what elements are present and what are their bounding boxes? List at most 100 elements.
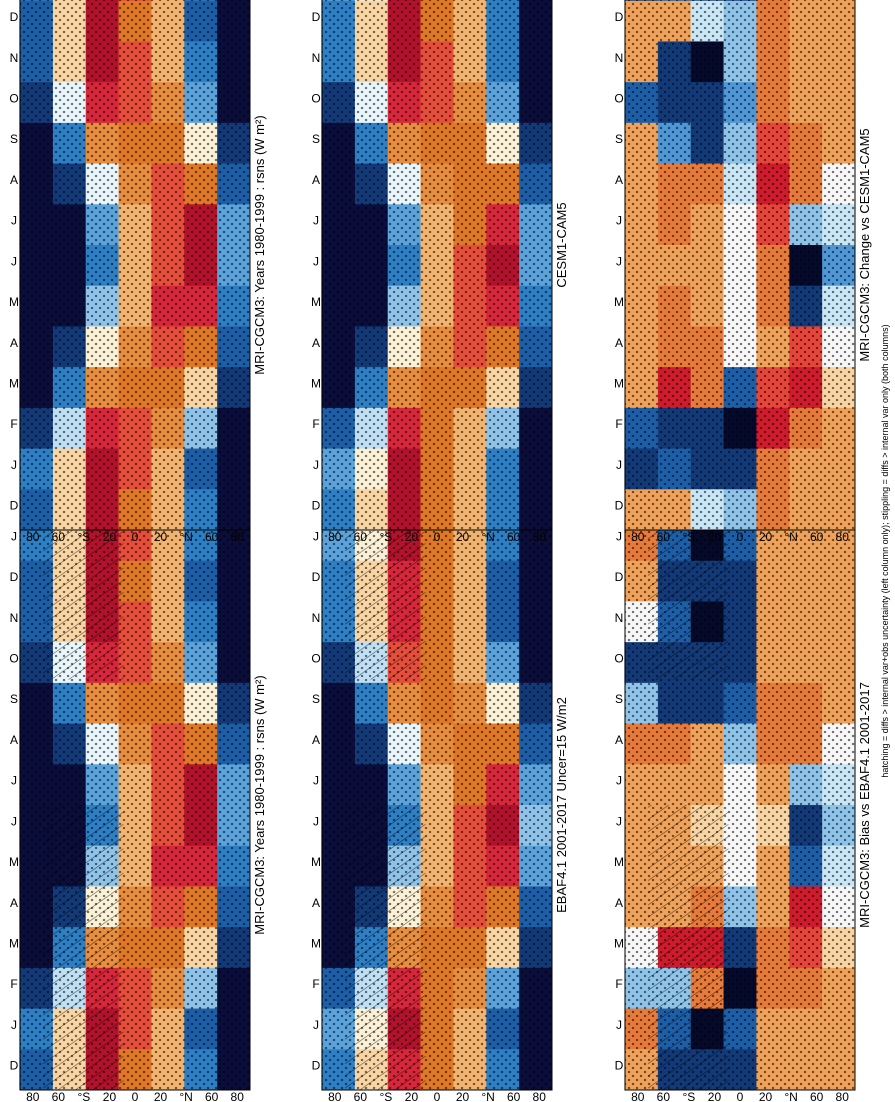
x-tick-label: O: [9, 652, 18, 666]
x-tick-label: D: [10, 10, 19, 24]
x-tick-label: D: [312, 1059, 321, 1073]
x-tick-label: O: [311, 92, 320, 106]
y-tick-label: °N: [179, 530, 192, 544]
x-tick-label: D: [10, 499, 19, 513]
panel-title: MRI-CGCM3: Years 1980-1999 : rsns (W m²): [252, 675, 267, 934]
x-tick-label: S: [10, 692, 18, 706]
y-tick-label: 20: [154, 530, 168, 544]
y-tick-label: 80: [231, 1090, 245, 1102]
x-tick-label: N: [312, 611, 321, 625]
x-tick-label: A: [615, 173, 623, 187]
panel-title: MRI-CGCM3: Change vs CESM1-CAM5: [857, 128, 872, 361]
y-tick-label: 60: [657, 1090, 671, 1102]
panel-title: EBAF4.1 2001-2017 Uncer=15 W/m2: [554, 697, 569, 913]
hatch-overlay: [43, 520, 124, 680]
x-tick-label: N: [615, 51, 624, 65]
y-tick-label: 60: [507, 530, 521, 544]
x-tick-label: F: [615, 977, 622, 991]
y-tick-label: °N: [179, 1090, 192, 1102]
x-tick-label: D: [312, 499, 321, 513]
y-tick-label: 80: [231, 530, 245, 544]
chart-panel-6: D J F M A M J J A S O N D J 80 60 °N 20 0 20 °S 60 80 MRI-CGCM3…: [614, 0, 872, 544]
stipple-overlay: [322, 0, 552, 530]
x-tick-label: D: [312, 570, 321, 584]
x-tick-label: J: [616, 774, 622, 788]
x-tick-label: J: [11, 458, 17, 472]
y-tick-label: 20: [103, 1090, 117, 1102]
x-tick-label: A: [615, 336, 623, 350]
x-tick-label: D: [615, 570, 624, 584]
x-tick-label: F: [10, 977, 17, 991]
x-tick-label: J: [11, 774, 17, 788]
x-tick-label: S: [10, 132, 18, 146]
x-tick-label: D: [312, 10, 321, 24]
panel-title: MRI-CGCM3: Bias vs EBAF4.1 2001-2017: [857, 682, 872, 928]
y-tick-label: 20: [708, 1090, 722, 1102]
footer-caption: hatching = diffs > internal var+obs unce…: [880, 324, 890, 777]
x-tick-label: A: [10, 733, 18, 747]
y-tick-label: 20: [405, 1090, 419, 1102]
x-tick-label: D: [10, 1059, 19, 1073]
x-tick-label: J: [616, 458, 622, 472]
y-tick-label: °N: [481, 530, 494, 544]
x-tick-label: M: [614, 377, 624, 391]
y-tick-label: 60: [205, 1090, 219, 1102]
x-tick-label: F: [615, 417, 622, 431]
y-tick-label: 60: [354, 530, 368, 544]
x-tick-label: M: [311, 855, 321, 869]
x-tick-label: J: [616, 529, 622, 543]
x-tick-label: A: [10, 173, 18, 187]
x-tick-label: A: [312, 896, 320, 910]
chart-panel-1: D J F M A M J J A S O N D J 80 60 °N 20 0 20 °S 60 80 MRI-CGCM3…: [9, 470, 267, 1102]
x-tick-label: A: [615, 733, 623, 747]
x-tick-label: A: [312, 173, 320, 187]
y-tick-label: °S: [379, 1090, 392, 1102]
x-tick-label: M: [311, 937, 321, 951]
x-tick-label: J: [616, 1018, 622, 1032]
x-tick-label: J: [313, 529, 319, 543]
x-tick-label: M: [614, 937, 624, 951]
x-tick-label: M: [9, 295, 19, 309]
x-tick-label: A: [10, 336, 18, 350]
hatch-overlay: [345, 520, 426, 680]
x-tick-label: A: [312, 336, 320, 350]
x-tick-label: F: [312, 977, 319, 991]
panel-title: MRI-CGCM3: Years 1980-1999 : rsns (W m²): [252, 115, 267, 374]
y-tick-label: 60: [657, 530, 671, 544]
y-tick-label: 80: [533, 530, 547, 544]
x-tick-label: S: [615, 692, 623, 706]
y-tick-label: 60: [52, 530, 66, 544]
x-tick-label: N: [615, 611, 624, 625]
y-tick-label: 80: [533, 1090, 547, 1102]
y-tick-label: 20: [154, 1090, 168, 1102]
y-tick-label: 0: [434, 1090, 441, 1102]
y-tick-label: °S: [682, 530, 695, 544]
y-tick-label: 0: [132, 530, 139, 544]
y-tick-label: 60: [507, 1090, 521, 1102]
panel-title: CESM1-CAM5: [554, 202, 569, 287]
x-tick-label: J: [313, 458, 319, 472]
y-tick-label: °N: [784, 530, 797, 544]
x-tick-label: J: [313, 814, 319, 828]
chart-panel-2: D J F M A M J J A S O N D J 80 60 °N 20 0 20 °S 60 80 MRI-CGCM3…: [9, 0, 267, 544]
x-tick-label: M: [311, 377, 321, 391]
hatch-overlay: [648, 520, 729, 680]
y-tick-label: 20: [759, 530, 773, 544]
plot-frame: [19, 0, 251, 531]
x-tick-label: S: [312, 692, 320, 706]
y-tick-label: °S: [379, 530, 392, 544]
y-tick-label: °S: [682, 1090, 695, 1102]
x-tick-label: J: [11, 214, 17, 228]
x-tick-label: M: [614, 855, 624, 869]
x-tick-label: M: [311, 295, 321, 309]
x-tick-label: D: [615, 10, 624, 24]
x-tick-label: M: [9, 377, 19, 391]
chart-panel-4: D J F M A M J J A S O N D J 80 60 °N 20 0 20 °S 60 80 CESM1-CAM…: [311, 0, 569, 544]
chart-panel-3: D J F M A M J J A S O N D J 80 60 °N 20 0 20 °S 60 80 EBAF4.1 2…: [311, 470, 569, 1102]
x-tick-label: J: [11, 254, 17, 268]
y-tick-label: 80: [631, 530, 645, 544]
x-tick-label: J: [616, 814, 622, 828]
x-tick-label: N: [10, 611, 19, 625]
x-tick-label: J: [313, 1018, 319, 1032]
